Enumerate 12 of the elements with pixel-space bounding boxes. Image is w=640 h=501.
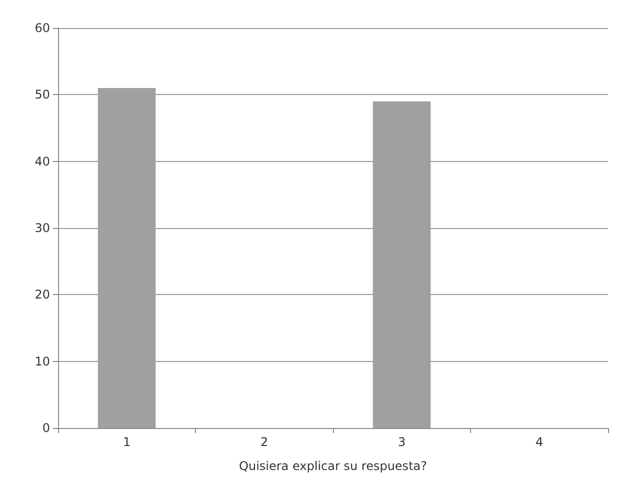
x-tick-label: 4 (535, 435, 544, 449)
x-tick-label: 3 (398, 435, 406, 449)
x-tick-label: 1 (122, 435, 131, 449)
y-tick-label: 60 (34, 21, 50, 35)
y-tick-label: 40 (34, 154, 50, 168)
y-tick-label: 10 (34, 354, 50, 368)
y-tick-label: 30 (34, 221, 50, 235)
x-tick-label: 2 (260, 435, 268, 449)
y-tick-label: 50 (34, 88, 50, 102)
x-axis-title: Quisiera explicar su respuesta? (239, 459, 427, 473)
y-tick-label: 0 (42, 421, 50, 435)
y-tick-label: 20 (34, 288, 50, 302)
